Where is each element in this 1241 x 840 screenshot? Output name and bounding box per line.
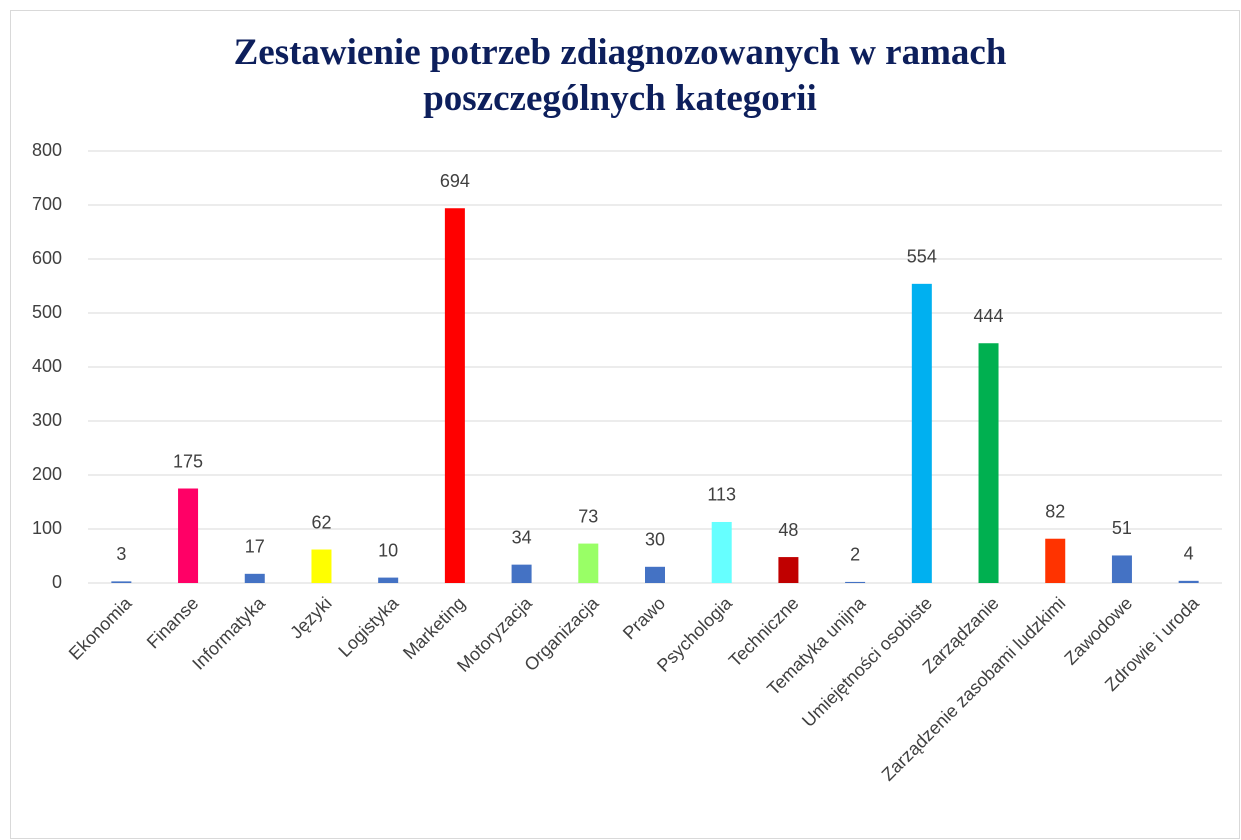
bar: [244, 573, 265, 583]
bar: [578, 543, 599, 583]
data-label: 73: [578, 506, 598, 526]
bar: [311, 549, 332, 583]
y-tick-label: 200: [32, 464, 62, 484]
bar: [978, 343, 999, 583]
bar: [1178, 580, 1199, 583]
y-tick-label: 400: [32, 356, 62, 376]
data-label: 3: [116, 544, 126, 564]
bar: [645, 566, 665, 583]
y-tick-label: 100: [32, 518, 62, 538]
bar: [1045, 538, 1066, 583]
data-label: 34: [512, 527, 532, 547]
data-label: 554: [907, 247, 937, 267]
bar: [1111, 555, 1132, 583]
data-label: 694: [440, 171, 470, 191]
bar: [711, 521, 732, 583]
data-label: 444: [974, 306, 1004, 326]
y-tick-label: 700: [32, 194, 62, 214]
chart-title: Zestawienie potrzeb zdiagnozowanych w ra…: [233, 32, 1007, 119]
data-label: 175: [173, 451, 203, 471]
y-tick-label: 0: [52, 572, 62, 592]
data-label: 62: [311, 512, 331, 532]
y-tick-label: 800: [32, 140, 62, 160]
data-label: 48: [778, 520, 798, 540]
data-label: 17: [245, 537, 265, 557]
bar: [111, 581, 132, 583]
chart-border: [10, 10, 1240, 839]
bar: [778, 557, 799, 583]
bar: [178, 488, 199, 583]
data-label: 2: [850, 545, 860, 565]
y-tick-label: 500: [32, 302, 62, 322]
y-tick-label: 300: [32, 410, 62, 430]
data-label: 113: [707, 485, 736, 505]
data-label: 82: [1045, 501, 1065, 521]
bar: [845, 581, 866, 583]
bar: [444, 208, 465, 584]
bar: [378, 577, 399, 583]
bar: [511, 564, 532, 583]
data-label: 10: [378, 540, 398, 560]
bar: [911, 283, 932, 583]
data-label: 4: [1184, 544, 1194, 564]
data-label: 51: [1112, 518, 1132, 538]
data-label: 30: [645, 530, 665, 550]
y-tick-label: 600: [32, 248, 62, 268]
